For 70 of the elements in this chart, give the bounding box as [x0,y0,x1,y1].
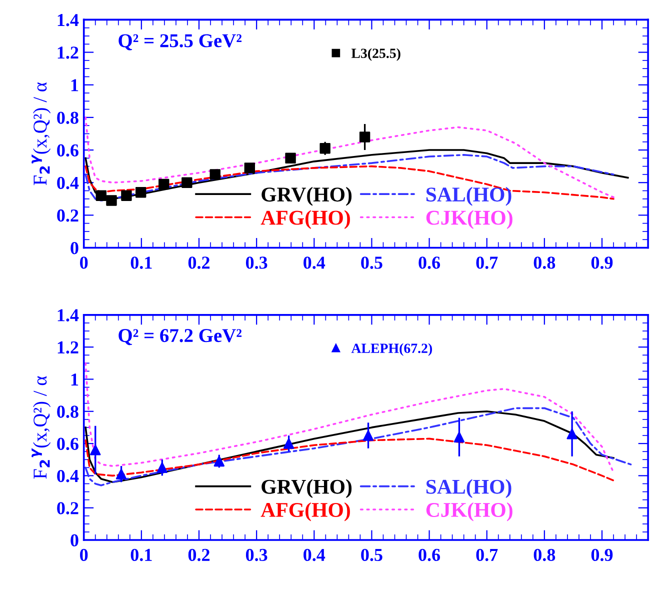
y-tick-label: 1 [71,79,78,92]
x-tick-label: 0.2 [188,548,210,562]
point [158,178,170,190]
legend-label: AFG(HO) [260,502,350,522]
y-tick-label: 0.4 [57,176,79,190]
x-tick-label: 0.8 [534,256,556,269]
point [121,190,132,201]
legend-label: GRV(HO) [262,186,352,206]
point [135,187,146,198]
y-tick-label: 1.2 [58,46,78,59]
point [566,428,578,440]
x-tick-label: 0.7 [476,548,498,562]
point [96,190,106,201]
x-tick-label: 0.6 [418,548,440,562]
x-tick-label: 0.3 [246,256,268,269]
x-tick-label: 0.6 [418,256,440,269]
y-axis-title: F$_{2}$$^{γ}$(x,Q²) / α [32,82,51,186]
legend-label: CJK(HO) [426,502,512,522]
point [156,462,168,473]
point [210,169,220,180]
x-tick-label: 0.9 [591,548,613,562]
point [454,432,465,442]
point [320,143,330,154]
x-tick-label: 0.9 [591,256,613,269]
x-tick-label: 0.4 [304,548,326,562]
x-tick-label: 0.5 [361,548,382,562]
annotation: Q² = 25.5 GeV² [118,34,242,50]
y-tick-label: 0 [70,242,78,254]
y-tick-label: 0.8 [57,406,78,418]
x-tick-label: 0.8 [534,548,556,562]
x-tick-label: 0.2 [188,256,210,269]
point [283,438,294,449]
x-tick-label: 0.7 [476,256,498,269]
x-tick-label: 0.5 [361,256,382,269]
legend-label: SAL(HO) [426,186,512,206]
point [106,195,117,206]
legend-label: GRV(HO) [262,479,352,498]
y-tick-label: 0.6 [57,144,78,157]
y-tick-label: 0 [70,534,78,546]
x-tick-label: 0.1 [130,256,152,269]
annotation: Q² = 67.2 GeV² [118,329,242,346]
y-tick-label: 0.2 [57,502,78,514]
point [285,152,296,164]
y-axis-title: F$_{2}$$^{γ}$(x,Q²) / α [32,376,51,479]
y-tick-label: 1 [71,374,78,386]
point [116,468,127,480]
point [214,456,224,467]
point [244,162,256,174]
y-tick-label: 0.4 [57,470,79,482]
y-tick-label: 0.2 [57,209,78,222]
point [182,177,192,188]
x-tick-label: 0 [80,548,88,562]
y-tick-label: 1.4 [58,309,79,322]
y-tick-label: 1.2 [58,341,78,354]
legend-label: AFG(HO) [260,210,350,230]
legend-label: L3(25.5) [351,48,400,61]
x-tick-label: 0.3 [246,548,268,562]
point [90,444,101,456]
point [359,132,370,142]
y-tick-label: 0.6 [57,438,78,450]
legend-label: ALEPH(67.2) [351,343,432,356]
x-tick-label: 0.1 [130,548,152,562]
x-tick-label: 0 [80,256,88,269]
y-tick-label: 1.4 [58,14,79,26]
legend-label: CJK(HO) [426,210,512,230]
line-series [84,362,614,474]
y-tick-label: 0.8 [57,112,78,124]
x-tick-label: 0.4 [304,256,326,269]
legend-label: SAL(HO) [426,479,512,498]
point [362,430,374,441]
